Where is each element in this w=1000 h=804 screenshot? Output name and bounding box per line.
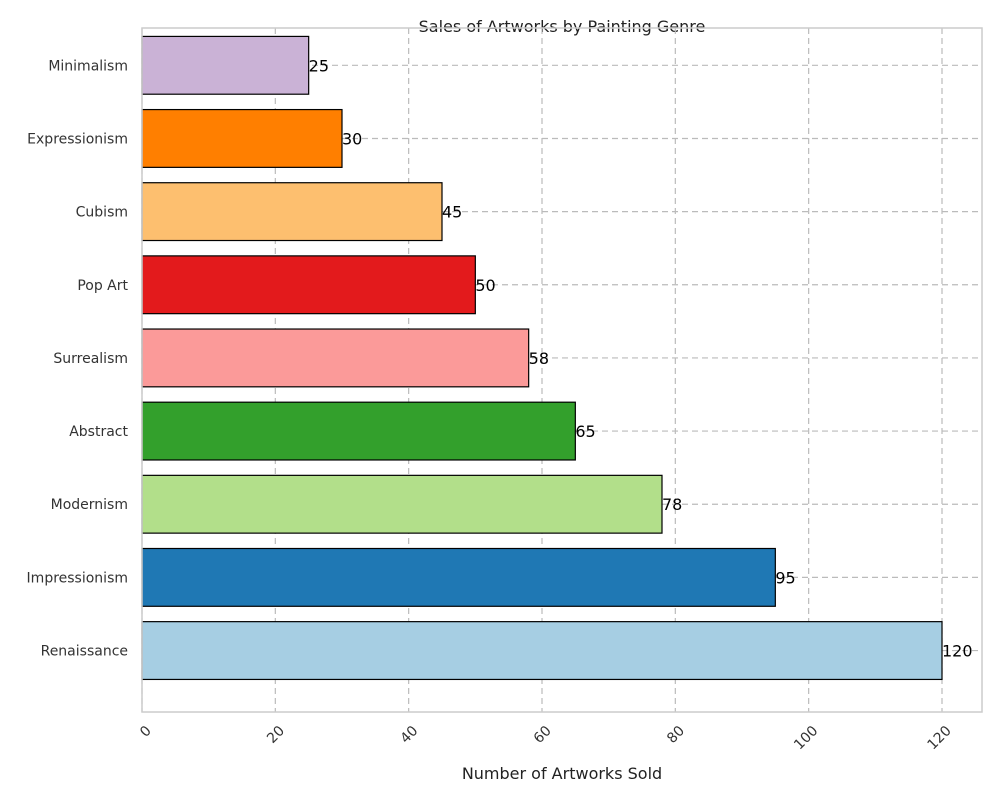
plot-frame: [141, 27, 983, 713]
bar-expressionism: [141, 108, 343, 168]
y-tick-label: Renaissance: [41, 644, 128, 660]
bar-pop-art: [141, 255, 476, 315]
value-label: 58: [529, 349, 549, 368]
x-tick-label: 60: [531, 723, 555, 747]
chart-title: Sales of Artworks by Painting Genre: [419, 17, 706, 36]
x-tick-label: 20: [264, 723, 288, 747]
value-labels: 120 95 78 65 58 50 45 30 25: [309, 56, 973, 660]
bar-surrealism: [141, 328, 530, 388]
bar-cubism: [141, 182, 443, 242]
bar-impressionism: [141, 547, 776, 607]
y-tick-labels: Renaissance Impressionism Modernism Abstrac…: [27, 58, 129, 659]
y-tick-label: Abstract: [69, 424, 128, 440]
x-tick-label: 40: [397, 723, 421, 747]
x-tick-label: 100: [791, 723, 821, 753]
y-tick-label: Modernism: [51, 497, 128, 513]
x-tick-label: 120: [925, 723, 955, 753]
bars: [141, 35, 943, 681]
value-label: 25: [309, 56, 329, 75]
value-label: 30: [342, 129, 362, 148]
y-tick-label: Impressionism: [27, 570, 128, 586]
x-tick-label: 80: [664, 723, 688, 747]
x-tick-labels: 0 20 40 60 80 100 120: [137, 723, 955, 753]
x-axis-label: Number of Artworks Sold: [462, 764, 662, 783]
y-tick-label: Cubism: [76, 205, 128, 221]
y-tick-label: Expressionism: [27, 131, 128, 147]
bar-renaissance: [141, 621, 943, 681]
value-label: 50: [475, 276, 495, 295]
value-label: 78: [662, 495, 682, 514]
value-label: 120: [942, 642, 973, 661]
bar-minimalism: [141, 35, 310, 95]
y-tick-label: Pop Art: [77, 278, 128, 294]
x-tick-label: 0: [137, 723, 155, 741]
bar-modernism: [141, 474, 663, 534]
value-label: 95: [775, 568, 795, 587]
value-label: 45: [442, 203, 462, 222]
y-tick-label: Minimalism: [48, 58, 128, 74]
bar-abstract: [141, 401, 576, 461]
y-tick-label: Surrealism: [53, 351, 128, 367]
value-label: 65: [575, 422, 595, 441]
